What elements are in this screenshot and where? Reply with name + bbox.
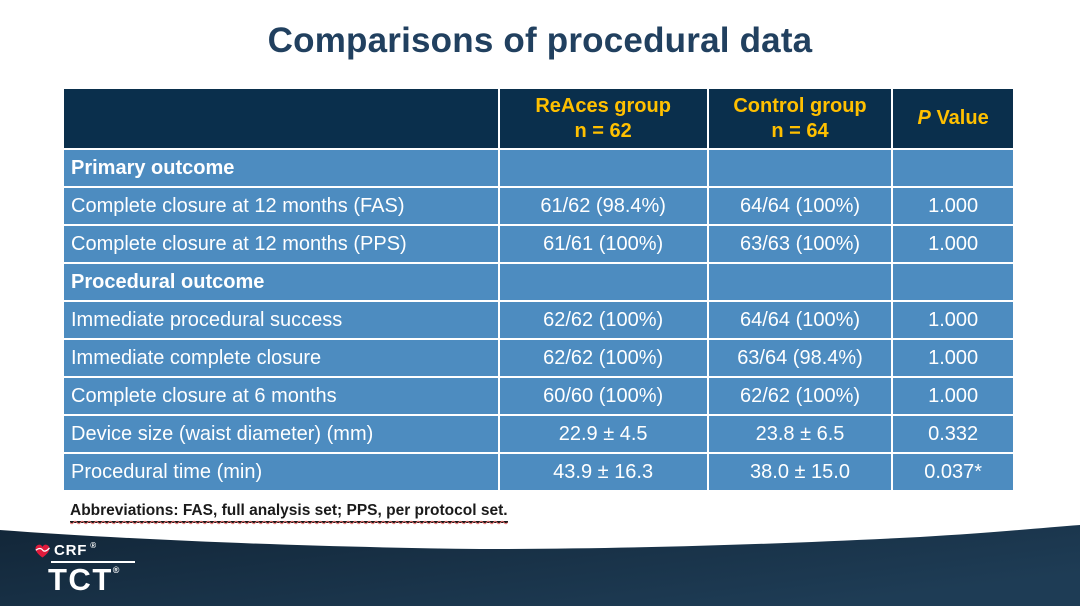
cell-control <box>706 262 894 302</box>
cell-label: Primary outcome <box>62 148 500 188</box>
tct-label: TCT <box>48 562 113 597</box>
table-row: Complete closure at 12 months (FAS) 61/6… <box>62 186 1015 226</box>
cell-reaces: 61/62 (98.4%) <box>497 186 709 226</box>
cell-label: Complete closure at 12 months (PPS) <box>62 224 500 264</box>
cell-label: Immediate procedural success <box>62 300 500 340</box>
abbreviations-text: Abbreviations: FAS, full analysis set; P… <box>70 502 508 519</box>
cell-label: Procedural time (min) <box>62 452 500 492</box>
abbreviations-footnote: Abbreviations: FAS, full analysis set; P… <box>70 502 508 523</box>
cell-control: 62/62 (100%) <box>706 376 894 416</box>
header-reaces-line2: n = 62 <box>574 119 632 142</box>
tct-registered-mark: ® <box>112 565 121 575</box>
cell-pvalue: 0.332 <box>891 414 1015 454</box>
cell-pvalue: 0.037* <box>891 452 1015 492</box>
crf-tct-logo: CRF ® TCT ® <box>34 541 135 595</box>
header-cell-blank <box>62 87 500 150</box>
table-row: Procedural time (min) 43.9 ± 16.3 38.0 ±… <box>62 452 1015 492</box>
table-header-row: ReAces group n = 62 Control group n = 64… <box>62 87 1015 150</box>
cell-reaces: 43.9 ± 16.3 <box>497 452 709 492</box>
page-title: Comparisons of procedural data <box>267 21 813 60</box>
cell-pvalue: 1.000 <box>891 376 1015 416</box>
table-row: Complete closure at 6 months 60/60 (100%… <box>62 376 1015 416</box>
crf-heart-icon <box>35 544 50 558</box>
comparison-table-container: ReAces group n = 62 Control group n = 64… <box>62 87 1015 492</box>
header-control-line2: n = 64 <box>771 119 829 142</box>
cell-control: 38.0 ± 15.0 <box>706 452 894 492</box>
table-row: Immediate procedural success 62/62 (100%… <box>62 300 1015 340</box>
crf-label: CRF <box>54 542 88 559</box>
cell-pvalue: 1.000 <box>891 224 1015 264</box>
cell-pvalue: 1.000 <box>891 186 1015 226</box>
table-row: Complete closure at 12 months (PPS) 61/6… <box>62 224 1015 264</box>
cell-control: 64/64 (100%) <box>706 186 894 226</box>
header-reaces-line1: ReAces group <box>535 94 671 117</box>
cell-reaces: 22.9 ± 4.5 <box>497 414 709 454</box>
crf-logo-line: CRF ® <box>34 541 135 559</box>
crf-registered-mark: ® <box>90 541 97 550</box>
table-row: Immediate complete closure 62/62 (100%) … <box>62 338 1015 378</box>
logo-divider <box>51 561 135 563</box>
header-cell-pvalue: P Value <box>891 87 1015 150</box>
header-cell-control: Control group n = 64 <box>706 87 894 150</box>
header-cell-reaces: ReAces group n = 62 <box>497 87 709 150</box>
cell-label: Complete closure at 12 months (FAS) <box>62 186 500 226</box>
table-row-section-primary: Primary outcome <box>62 148 1015 188</box>
comparison-table: ReAces group n = 62 Control group n = 64… <box>62 87 1015 492</box>
cell-label: Procedural outcome <box>62 262 500 302</box>
cell-reaces: 61/61 (100%) <box>497 224 709 264</box>
cell-pvalue: 1.000 <box>891 300 1015 340</box>
table-row: Device size (waist diameter) (mm) 22.9 ±… <box>62 414 1015 454</box>
header-control-line1: Control group <box>733 94 867 117</box>
cell-reaces: 62/62 (100%) <box>497 338 709 378</box>
cell-control <box>706 148 894 188</box>
table-row-section-procedural: Procedural outcome <box>62 262 1015 302</box>
cell-pvalue: 1.000 <box>891 338 1015 378</box>
cell-label: Device size (waist diameter) (mm) <box>62 414 500 454</box>
cell-pvalue <box>891 148 1015 188</box>
footer-swoosh-shape <box>0 525 1080 606</box>
pvalue-word: Value <box>930 107 989 129</box>
cell-reaces <box>497 262 709 302</box>
cell-control: 23.8 ± 6.5 <box>706 414 894 454</box>
cell-reaces: 60/60 (100%) <box>497 376 709 416</box>
cell-reaces <box>497 148 709 188</box>
tct-logo-line: TCT ® <box>48 564 135 595</box>
cell-label: Immediate complete closure <box>62 338 500 378</box>
cell-pvalue <box>891 262 1015 302</box>
cell-control: 64/64 (100%) <box>706 300 894 340</box>
pvalue-p-symbol: P <box>917 107 931 129</box>
cell-control: 63/64 (98.4%) <box>706 338 894 378</box>
cell-label: Complete closure at 6 months <box>62 376 500 416</box>
cell-control: 63/63 (100%) <box>706 224 894 264</box>
cell-reaces: 62/62 (100%) <box>497 300 709 340</box>
